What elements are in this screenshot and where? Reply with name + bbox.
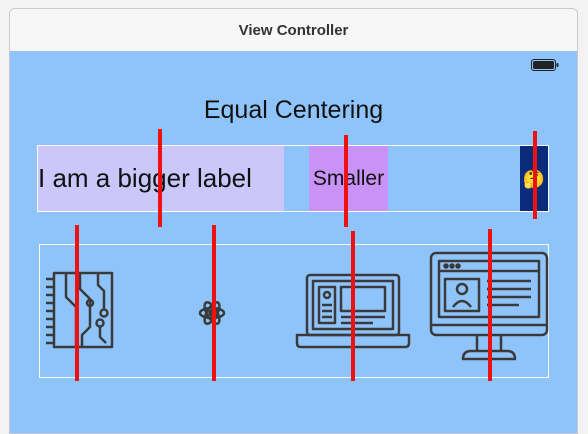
scene-title[interactable]: View Controller: [10, 9, 577, 52]
battery-icon: [531, 59, 559, 71]
alignment-guide: [488, 229, 492, 381]
alignment-guide: [75, 225, 79, 381]
alignment-guide: [533, 131, 537, 219]
icon-stack[interactable]: [39, 244, 549, 378]
view-controller-scene[interactable]: View Controller Equal Centering I am a b…: [9, 8, 578, 434]
alignment-guide: [212, 225, 216, 381]
main-view[interactable]: Equal Centering I am a bigger label Smal…: [10, 51, 577, 433]
circuit-board-icon[interactable]: [42, 267, 122, 353]
alignment-guide: [351, 231, 355, 381]
alignment-guide: [158, 129, 162, 227]
alignment-guide: [344, 135, 348, 227]
smaller-label[interactable]: Smaller: [309, 146, 388, 211]
page-title[interactable]: Equal Centering: [203, 96, 384, 124]
label-stack[interactable]: I am a bigger label Smaller 🤔: [37, 145, 549, 212]
